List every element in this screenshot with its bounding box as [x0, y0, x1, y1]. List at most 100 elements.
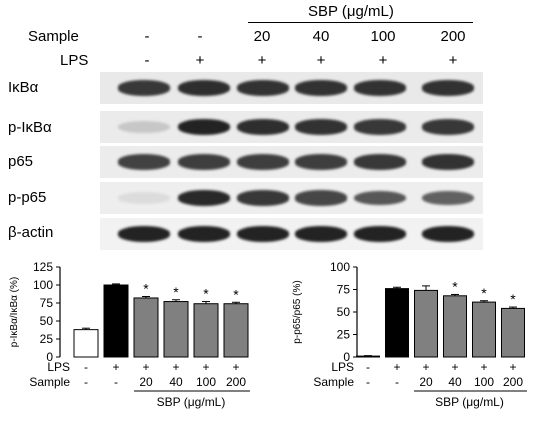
blot-strip-beta-actin [100, 218, 483, 250]
blot-band [422, 226, 474, 242]
y-tick-label: 100 [33, 278, 53, 292]
lps-value: - [366, 360, 370, 374]
lps-value: + [142, 360, 149, 374]
bar [443, 295, 467, 358]
sample-value: - [395, 375, 399, 389]
blot-band [422, 190, 474, 206]
blot-band [237, 154, 289, 170]
significance-marker: * [203, 286, 209, 302]
blot-band [422, 154, 474, 170]
sample-value: 20 [139, 375, 153, 389]
lps-row-label: LPS [60, 52, 89, 69]
bar [73, 329, 99, 358]
significance-marker: * [143, 281, 149, 297]
bar [103, 284, 129, 358]
lane-3-sample: 20 [253, 28, 271, 45]
lps-value: + [232, 360, 239, 374]
blot-band [295, 226, 347, 242]
blot-label-p-ikba: p-IκBα [8, 119, 52, 136]
significance-marker: * [481, 285, 487, 301]
blot-band [237, 80, 289, 96]
blot-band [178, 154, 230, 170]
blot-label-p-p65: p-p65 [8, 189, 47, 206]
blot-band [422, 80, 474, 96]
bar [193, 303, 219, 358]
bar [472, 301, 496, 358]
y-tick-label: 0 [46, 350, 53, 364]
y-tick-label: 0 [343, 350, 350, 364]
lps-row-label: LPS [47, 360, 70, 374]
blot-band [118, 154, 170, 170]
sample-row-label: Sample [28, 28, 79, 45]
lane-2-lps: + [195, 52, 205, 69]
blot-band [118, 80, 170, 96]
blot-strip-p-ikba [100, 111, 483, 143]
lps-value: + [451, 360, 458, 374]
sample-value: 200 [503, 375, 523, 389]
sample-value: 200 [226, 375, 246, 389]
blot-strip-p-p65 [100, 182, 483, 214]
lane-3-lps: + [257, 52, 267, 69]
lps-value: + [202, 360, 209, 374]
bar [163, 301, 189, 358]
lane-1-lps: - [144, 52, 150, 69]
blot-band [178, 226, 230, 242]
sample-value: 100 [474, 375, 494, 389]
significance-marker: * [233, 286, 239, 302]
blot-label-ikba: IκBα [8, 79, 39, 96]
lane-5-lps: + [378, 52, 388, 69]
lane-6-sample: 200 [440, 28, 466, 45]
blot-band [237, 190, 289, 206]
sbp-group-line [248, 22, 473, 23]
y-tick-label: 75 [40, 296, 54, 310]
lps-value: + [480, 360, 487, 374]
lps-value: + [172, 360, 179, 374]
lps-value: + [422, 360, 429, 374]
sample-row-label: Sample [313, 375, 354, 389]
blot-band [178, 80, 230, 96]
blot-band [295, 80, 347, 96]
sample-value: - [114, 375, 118, 389]
y-tick-label: 25 [337, 328, 351, 342]
bar [133, 297, 159, 358]
sample-value: 100 [196, 375, 216, 389]
sample-value: 40 [169, 375, 183, 389]
blot-band [178, 190, 230, 206]
blot-band [354, 190, 406, 206]
blot-band [118, 226, 170, 242]
blot-band [237, 226, 289, 242]
sbp-group-label: SBP (μg/mL) [435, 395, 504, 409]
y-axis-label: p-IκBα/IκBα (%) [9, 277, 20, 347]
blot-band [295, 119, 347, 135]
blot-band [354, 154, 406, 170]
sample-row-label: Sample [29, 375, 70, 389]
sample-value: 40 [448, 375, 462, 389]
blot-band [118, 191, 170, 205]
sbp-group-label: SBP (μg/mL) [157, 395, 226, 409]
lps-value: - [84, 360, 88, 374]
y-tick-label: 75 [337, 283, 351, 297]
bar [223, 303, 249, 358]
blot-strip-ikba [100, 72, 483, 104]
y-tick-label: 25 [40, 332, 54, 346]
significance-marker: * [510, 291, 516, 307]
sample-value: - [366, 375, 370, 389]
y-axis-label: p-p65/p65 (%) [292, 280, 303, 343]
lane-6-lps: + [448, 52, 458, 69]
lane-4-lps: + [316, 52, 326, 69]
sample-value: 20 [419, 375, 433, 389]
bar [385, 288, 409, 358]
blot-label-p65: p65 [8, 153, 34, 170]
blot-strip-p65 [100, 146, 483, 178]
y-tick-label: 125 [33, 260, 53, 274]
lane-4-sample: 40 [312, 28, 330, 45]
lps-value: + [393, 360, 400, 374]
blot-label-beta-actin: β-actin [8, 224, 54, 241]
significance-marker: * [452, 278, 458, 294]
blot-band [237, 119, 289, 135]
lane-1-sample: - [144, 28, 150, 45]
y-tick-label: 100 [330, 260, 350, 274]
blot-band [354, 226, 406, 242]
